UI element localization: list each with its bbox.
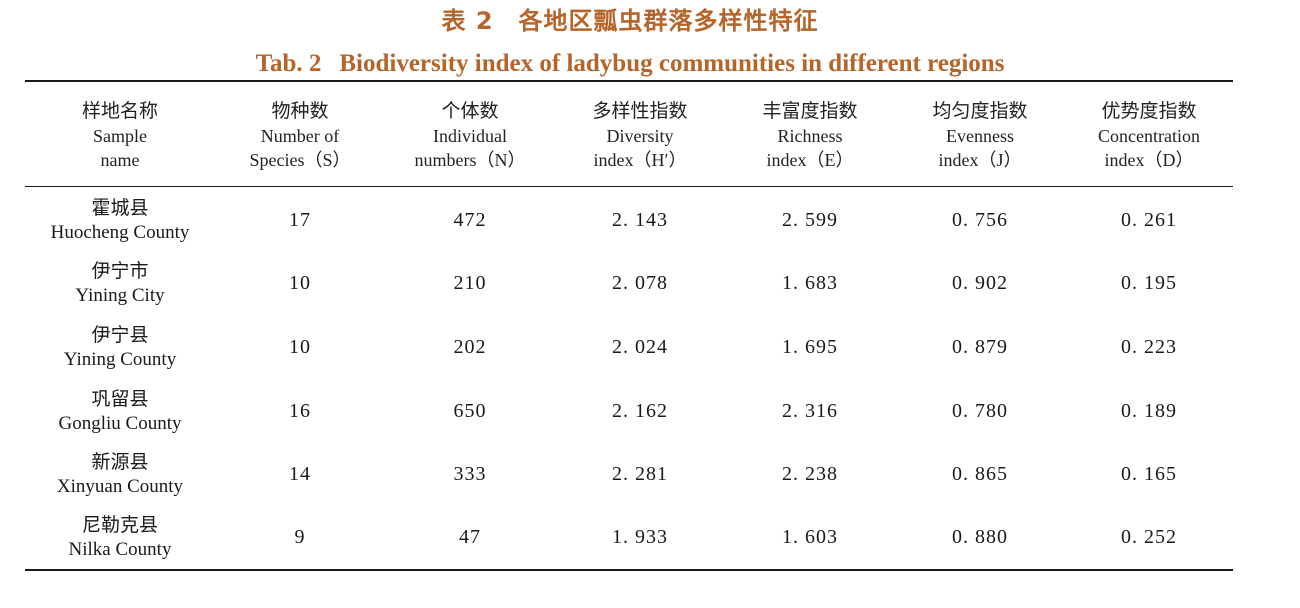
table-row: 伊宁县 Yining County 10 202 2. 024 1. 695 0… (25, 316, 1233, 379)
header-en-line2: index（J） (938, 150, 1022, 170)
richness-index: 2. 599 (782, 209, 838, 231)
site-name-en: Nilka County (68, 539, 172, 560)
header-en-line2: name (100, 150, 140, 170)
header-zh: 个体数 (441, 100, 499, 122)
table-number-label: Tab. 2 (255, 50, 322, 77)
header-zh: 物种数 (271, 100, 329, 122)
header-en-line1: Number of (260, 126, 340, 146)
evenness-index: 0. 879 (952, 336, 1008, 358)
table-header-row: 样地名称 Sample name 物种数 Number of Species（S… (25, 86, 1233, 184)
site-name-zh: 尼勒克县 (81, 514, 158, 536)
site-name-zh: 伊宁县 (91, 324, 149, 346)
header-rule (25, 186, 1233, 187)
species-count: 14 (289, 463, 311, 485)
species-count: 10 (289, 336, 311, 358)
individual-count: 650 (453, 400, 487, 422)
individual-count: 472 (453, 209, 487, 231)
site-name-en: Xinyuan County (56, 476, 184, 497)
richness-index: 1. 603 (782, 526, 838, 548)
table-row: 尼勒克县 Nilka County 9 47 1. 933 1. 603 0. … (25, 506, 1233, 569)
richness-index: 2. 316 (782, 400, 838, 422)
concentration-index: 0. 252 (1121, 526, 1177, 548)
species-count: 10 (289, 272, 311, 294)
table-row: 新源县 Xinyuan County 14 333 2. 281 2. 238 … (25, 443, 1233, 506)
header-zh: 均匀度指数 (932, 100, 1028, 122)
species-count: 16 (289, 400, 311, 422)
header-en-line2: numbers（N） (414, 150, 526, 170)
diversity-index: 2. 078 (612, 272, 668, 294)
table-row: 巩留县 Gongliu County 16 650 2. 162 2. 316 … (25, 380, 1233, 443)
header-en-line1: Evenness (946, 126, 1014, 146)
concentration-index: 0. 223 (1121, 336, 1177, 358)
header-species: 物种数 Number of Species（S） (215, 86, 385, 184)
richness-index: 1. 683 (782, 272, 838, 294)
header-en-line1: Concentration (1098, 126, 1200, 146)
table-caption-chinese: 表 2 各地区瓢虫群落多样性特征 (441, 7, 819, 35)
header-en-line1: Richness (777, 126, 843, 146)
bottom-rule (25, 569, 1233, 571)
header-en-line2: index（H′） (593, 150, 687, 170)
individual-count: 333 (453, 463, 487, 485)
evenness-index: 0. 756 (952, 209, 1008, 231)
site-name-zh: 伊宁市 (91, 260, 149, 282)
site-name-zh: 巩留县 (91, 388, 149, 410)
header-diversity: 多样性指数 Diversity index（H′） (555, 86, 725, 184)
header-evenness: 均匀度指数 Evenness index（J） (895, 86, 1065, 184)
diversity-index: 2. 024 (612, 336, 668, 358)
individual-count: 210 (453, 272, 487, 294)
header-zh: 多样性指数 (592, 100, 688, 122)
table-row: 伊宁市 Yining City 10 210 2. 078 1. 683 0. … (25, 252, 1233, 315)
site-cell: 尼勒克县 Nilka County (25, 506, 215, 569)
top-rule (25, 80, 1233, 82)
species-count: 9 (294, 526, 306, 548)
table-caption-english: Tab. 2 Biodiversity index of ladybug comm… (0, 46, 1260, 82)
site-cell: 伊宁县 Yining County (25, 316, 215, 379)
concentration-index: 0. 195 (1121, 272, 1177, 294)
evenness-index: 0. 865 (952, 463, 1008, 485)
individual-count: 47 (459, 526, 481, 548)
site-cell: 新源县 Xinyuan County (25, 443, 215, 506)
header-en-line2: Species（S） (249, 150, 351, 170)
diversity-index: 2. 281 (612, 463, 668, 485)
concentration-index: 0. 261 (1121, 209, 1177, 231)
header-en-line2: index（E） (766, 150, 854, 170)
header-en-line1: Diversity (606, 126, 674, 146)
evenness-index: 0. 780 (952, 400, 1008, 422)
species-count: 17 (289, 209, 311, 231)
site-name-en: Yining County (63, 349, 177, 370)
header-richness: 丰富度指数 Richness index（E） (725, 86, 895, 184)
concentration-index: 0. 165 (1121, 463, 1177, 485)
individual-count: 202 (453, 336, 487, 358)
header-concentration: 优势度指数 Concentration index（D） (1065, 86, 1233, 184)
header-en-line1: Sample (93, 126, 147, 146)
diversity-index: 2. 162 (612, 400, 668, 422)
table-row: 霍城县 Huocheng County 17 472 2. 143 2. 599… (25, 189, 1233, 252)
site-name-en: Gongliu County (58, 413, 182, 434)
table-title: Biodiversity index of ladybug communitie… (339, 50, 1005, 77)
header-zh: 样地名称 (81, 100, 158, 122)
site-cell: 巩留县 Gongliu County (25, 380, 215, 443)
site-name-en: Huocheng County (50, 222, 190, 243)
header-sample-name: 样地名称 Sample name (25, 86, 215, 184)
site-cell: 伊宁市 Yining City (25, 252, 215, 315)
header-zh: 优势度指数 (1101, 100, 1197, 122)
site-name-zh: 新源县 (91, 451, 149, 473)
richness-index: 1. 695 (782, 336, 838, 358)
header-individuals: 个体数 Individual numbers（N） (385, 86, 555, 184)
evenness-index: 0. 880 (952, 526, 1008, 548)
diversity-index: 2. 143 (612, 209, 668, 231)
richness-index: 2. 238 (782, 463, 838, 485)
evenness-index: 0. 902 (952, 272, 1008, 294)
header-zh: 丰富度指数 (762, 100, 858, 122)
header-en-line1: Individual (433, 126, 507, 146)
site-cell: 霍城县 Huocheng County (25, 189, 215, 252)
diversity-index: 1. 933 (612, 526, 668, 548)
concentration-index: 0. 189 (1121, 400, 1177, 422)
header-en-line2: index（D） (1104, 150, 1194, 170)
site-name-en: Yining City (75, 285, 165, 306)
site-name-zh: 霍城县 (91, 197, 149, 219)
